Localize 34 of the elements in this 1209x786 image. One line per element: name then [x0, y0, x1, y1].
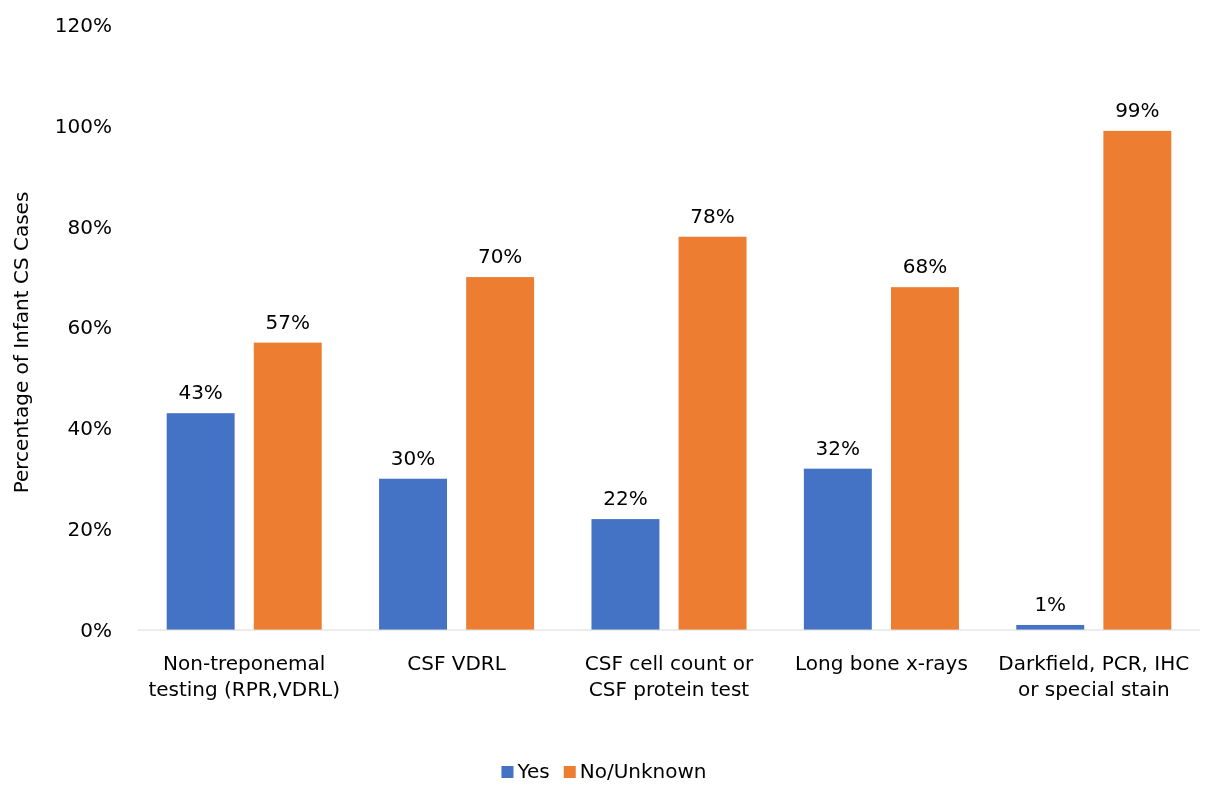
text: 32%	[815, 435, 861, 460]
text: 78%	[690, 203, 735, 228]
y-tick-label: 40%	[67, 416, 112, 441]
text: 57%	[265, 309, 310, 334]
y-tick-label: 0%	[80, 617, 112, 642]
text: 70%	[477, 244, 523, 269]
y-tick-label: 80%	[67, 214, 112, 239]
x-tick-label: Darkfield, PCR, IHC or special stain	[998, 651, 1190, 701]
bar	[466, 277, 535, 630]
y-tick-label: 20%	[67, 517, 112, 542]
x-tick-label: Non-treponemal testing (RPR,VDRL)	[148, 651, 341, 701]
text: 22%	[603, 486, 648, 511]
bar	[678, 236, 747, 630]
text: 43%	[178, 380, 223, 405]
text: 1%	[1034, 591, 1067, 616]
legend-label: Yes	[516, 759, 550, 783]
legend-label: No/Unknown	[579, 759, 707, 783]
bar	[803, 468, 872, 630]
text: 30%	[390, 445, 436, 470]
y-tick-label: 100%	[54, 113, 112, 138]
bar	[1103, 130, 1172, 630]
bar	[379, 478, 448, 630]
text: 99%	[1115, 97, 1160, 122]
bar	[166, 413, 235, 630]
y-tick-label: 120%	[54, 12, 112, 37]
x-tick-label: Long bone x-rays	[794, 651, 968, 675]
text: 68%	[902, 254, 948, 279]
bar	[591, 519, 660, 630]
bar	[890, 287, 959, 630]
bar	[253, 342, 322, 630]
x-tick-label: CSF VDRL	[407, 651, 507, 675]
y-axis-title: Percentage of Infant CS Cases	[9, 191, 33, 494]
y-tick-label: 60%	[67, 315, 112, 340]
x-tick-label: CSF cell count or CSF protein test	[584, 651, 755, 701]
